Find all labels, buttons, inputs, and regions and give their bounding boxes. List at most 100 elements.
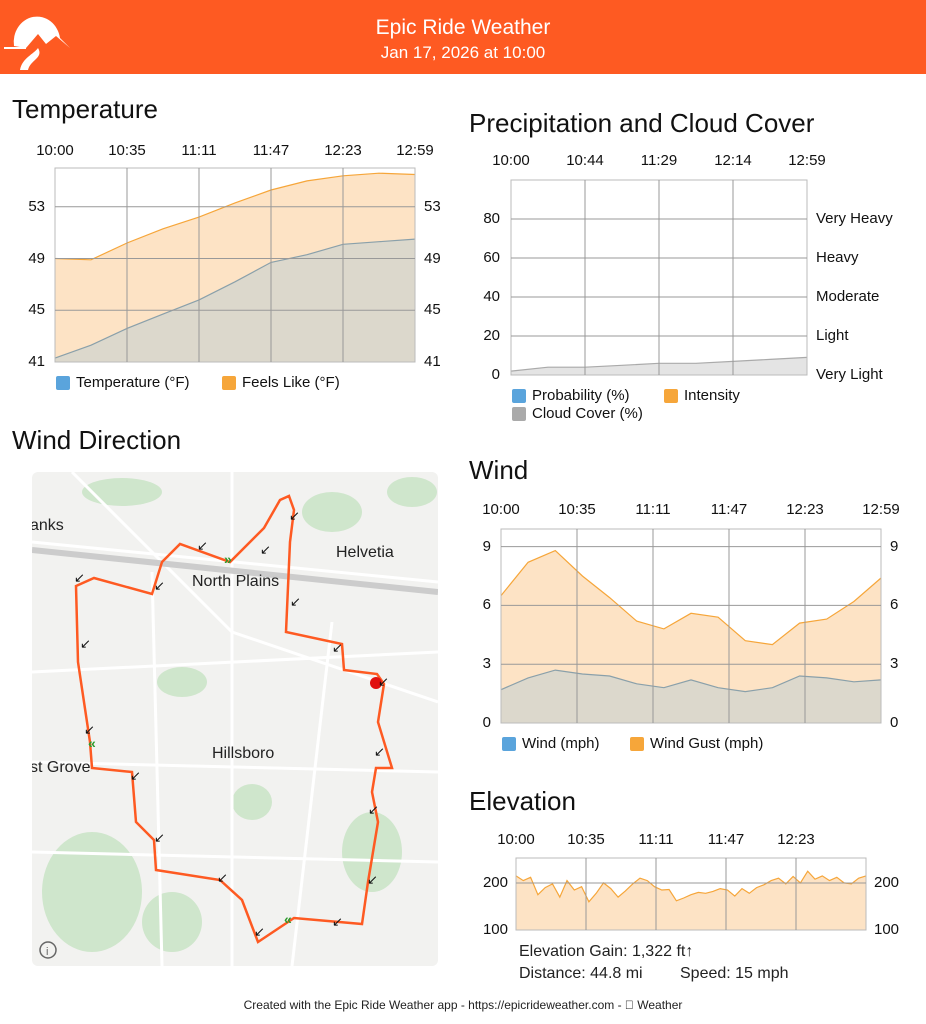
svg-text:↙: ↙ [197, 538, 208, 553]
time-tick: 11:11 [638, 831, 674, 848]
time-tick: 12:23 [786, 501, 824, 518]
y-tick-left: 100 [482, 921, 508, 938]
legend-swatch [512, 406, 526, 421]
elevation-line [515, 870, 867, 903]
legend-label: Wind Gust (mph) [650, 735, 764, 752]
svg-text:i: i [46, 946, 48, 958]
time-tick: 10:00 [36, 142, 74, 159]
footer-credit: Created with the Epic Ride Weather app -… [244, 998, 683, 1012]
y-tick-right: 49 [424, 249, 441, 267]
intensity-label: Moderate [816, 288, 880, 305]
y-tick-right: 53 [424, 197, 441, 215]
y-tick-right: 9 [890, 537, 899, 555]
time-tick: 12:23 [324, 142, 362, 159]
legend-label: Probability (%) [532, 387, 630, 404]
y-tick-left: 49 [28, 249, 45, 267]
ride-date: Jan 17, 2026 at 10:00 [380, 43, 546, 62]
y-tick-right: 100 [874, 921, 900, 938]
app-header: Epic Ride Weather Jan 17, 2026 at 10:00 [0, 0, 926, 74]
time-tick: 10:00 [497, 831, 535, 848]
y-tick-right: 45 [424, 301, 441, 319]
time-tick: 11:47 [710, 501, 748, 518]
legend-label: Wind (mph) [522, 735, 600, 752]
svg-text:↙: ↙ [367, 872, 378, 887]
map-label-forest-grove: st Grove [32, 759, 91, 776]
legend-intensity: Intensity [664, 387, 740, 404]
legend-swatch [56, 375, 70, 390]
legend-swatch [502, 736, 516, 751]
svg-text:↙: ↙ [368, 802, 379, 817]
svg-text:↙: ↙ [289, 508, 300, 523]
time-tick: 11:11 [181, 142, 217, 159]
info-icon[interactable] [39, 941, 57, 959]
legend-wind: Wind (mph) [502, 735, 600, 752]
legend-swatch [664, 388, 678, 403]
time-tick: 11:29 [640, 152, 678, 169]
legend-swatch [512, 388, 526, 403]
intensity-label: Heavy [816, 249, 859, 266]
legend-label: Temperature (°F) [76, 374, 190, 391]
svg-text:↙: ↙ [130, 768, 141, 783]
y-tick-left: 60 [483, 249, 500, 266]
map-label-helvetia: Helvetia [336, 544, 394, 561]
svg-text:↙: ↙ [332, 914, 343, 929]
y-tick-left: 20 [483, 327, 500, 344]
time-tick: 10:44 [566, 152, 604, 169]
temperature-line [54, 238, 416, 359]
y-tick-left: 45 [28, 301, 45, 319]
svg-text:↙: ↙ [74, 570, 85, 585]
wind-gust-line [500, 549, 882, 646]
svg-text:↙: ↙ [332, 640, 343, 655]
svg-text:«: « [88, 735, 96, 751]
svg-text:↙: ↙ [260, 542, 271, 557]
y-tick-left: 200 [482, 873, 508, 891]
route-map-canvas: North Plains Helvetia Hillsboro st Grove… [32, 472, 438, 966]
svg-text:↙: ↙ [84, 722, 95, 737]
elevation-area [516, 871, 866, 930]
wind-arrow-icons: ↙ ↙ ↙ ↙ ↙ ↙ ↙ ↙ ↙ ↙ ↙ ↙ ↙ ↙ ↙ ↙ ↙ ↙ [74, 508, 389, 939]
time-tick: 12:14 [714, 152, 752, 169]
route-map[interactable]: North Plains Helvetia Hillsboro st Grove… [32, 472, 438, 966]
legend-swatch [630, 736, 644, 751]
intensity-label: Very Heavy [816, 210, 893, 227]
legend-feels-like: Feels Like (°F) [222, 374, 340, 391]
time-tick: 10:35 [108, 142, 146, 159]
temperature-area [55, 239, 415, 362]
svg-text:↙: ↙ [80, 636, 91, 651]
legend-temperature: Temperature (°F) [56, 374, 190, 391]
y-tick-left: 41 [28, 353, 45, 370]
wind-speed-area [501, 670, 881, 723]
time-tick: 12:59 [396, 142, 434, 159]
legend-label: Feels Like (°F) [242, 374, 340, 391]
legend-label: Intensity [684, 387, 740, 404]
y-tick-left: 0 [491, 366, 500, 383]
y-tick-right: 6 [890, 596, 899, 614]
y-tick-left: 53 [28, 197, 45, 215]
y-tick-left: 6 [482, 596, 491, 614]
time-tick: 12:59 [788, 152, 826, 169]
elevation-gain: Elevation Gain: 1,322 ft↑ [519, 943, 694, 960]
wind-speed-line [500, 669, 882, 693]
plot-frame [54, 167, 416, 363]
legend-cloud-cover: Cloud Cover (%) [512, 405, 643, 422]
feels-like-line [54, 172, 416, 261]
y-tick-right: 41 [424, 353, 441, 370]
y-tick-left: 0 [482, 714, 491, 731]
map-label-hillsboro: Hillsboro [212, 745, 274, 762]
svg-text:↙: ↙ [254, 924, 265, 939]
time-tick: 12:59 [862, 501, 900, 518]
y-tick-left: 9 [482, 537, 491, 555]
app-logo-icon [4, 16, 71, 70]
time-tick: 11:11 [635, 501, 671, 518]
time-tick: 10:00 [482, 501, 520, 518]
y-tick-left: 80 [483, 210, 500, 227]
temperature-title: Temperature [12, 94, 158, 124]
app-title: Epic Ride Weather [375, 16, 551, 39]
wind-direction-title: Wind Direction [12, 425, 182, 455]
wind-chevron-icons: » « « [88, 551, 292, 927]
y-tick-left: 40 [483, 288, 500, 305]
plot-frame [500, 528, 882, 724]
plot-frame [515, 857, 867, 931]
y-tick-right: 3 [890, 655, 899, 673]
svg-text:↙: ↙ [374, 744, 385, 759]
